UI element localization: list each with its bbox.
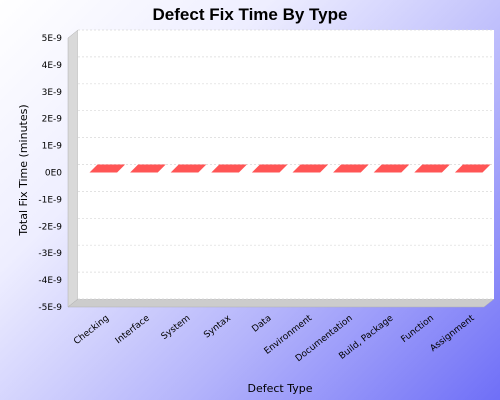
x-axis: Checking Interface System Syntax DataEnviron… xyxy=(72,313,477,364)
y-tick-label: 4E-9 xyxy=(42,61,63,71)
y-tick-label: -3E-9 xyxy=(38,249,62,259)
bar xyxy=(454,164,491,173)
chart-title: Defect Fix Time By Type xyxy=(153,5,348,24)
bars xyxy=(89,164,491,173)
bar xyxy=(130,164,166,173)
bar xyxy=(292,164,329,173)
x-tick-label: Checking xyxy=(72,313,111,346)
y-axis: 5E-9 4E-9 3E-9 2E-9 1E-9 0E0 -1E-9 -2E-9 -3E-9 -4… xyxy=(38,34,62,313)
x-tick-label: Assignment xyxy=(429,313,477,354)
bar xyxy=(373,164,410,173)
x-tick-label: Data xyxy=(250,313,273,334)
y-tick-label: 1E-9 xyxy=(42,142,63,152)
bar xyxy=(89,164,126,173)
y-tick-label: -5E-9 xyxy=(38,303,62,313)
bar xyxy=(251,164,288,173)
y-tick-label: -4E-9 xyxy=(38,276,62,286)
y-tick-label: -2E-9 xyxy=(38,222,62,232)
y-axis-label: Total Fix Time (minutes) xyxy=(17,104,30,236)
x-tick-label: Syntax xyxy=(202,313,233,340)
bar xyxy=(414,164,450,173)
plot-floor xyxy=(67,298,495,308)
grid xyxy=(78,29,494,300)
x-axis-label: Defect Type xyxy=(247,382,312,395)
y-tick-label: 0E0 xyxy=(45,169,62,179)
bar xyxy=(333,164,369,173)
bar xyxy=(170,164,207,173)
x-tick-label: Function xyxy=(400,313,436,344)
x-tick-label: System xyxy=(160,313,193,342)
y-tick-label: -1E-9 xyxy=(38,195,62,205)
y-tick-label: 5E-9 xyxy=(42,34,63,44)
x-tick-label: Interface xyxy=(114,313,152,346)
y-tick-label: 3E-9 xyxy=(42,88,63,98)
plot-left-wall xyxy=(67,29,79,308)
bar xyxy=(211,164,247,173)
y-tick-label: 2E-9 xyxy=(42,115,63,125)
